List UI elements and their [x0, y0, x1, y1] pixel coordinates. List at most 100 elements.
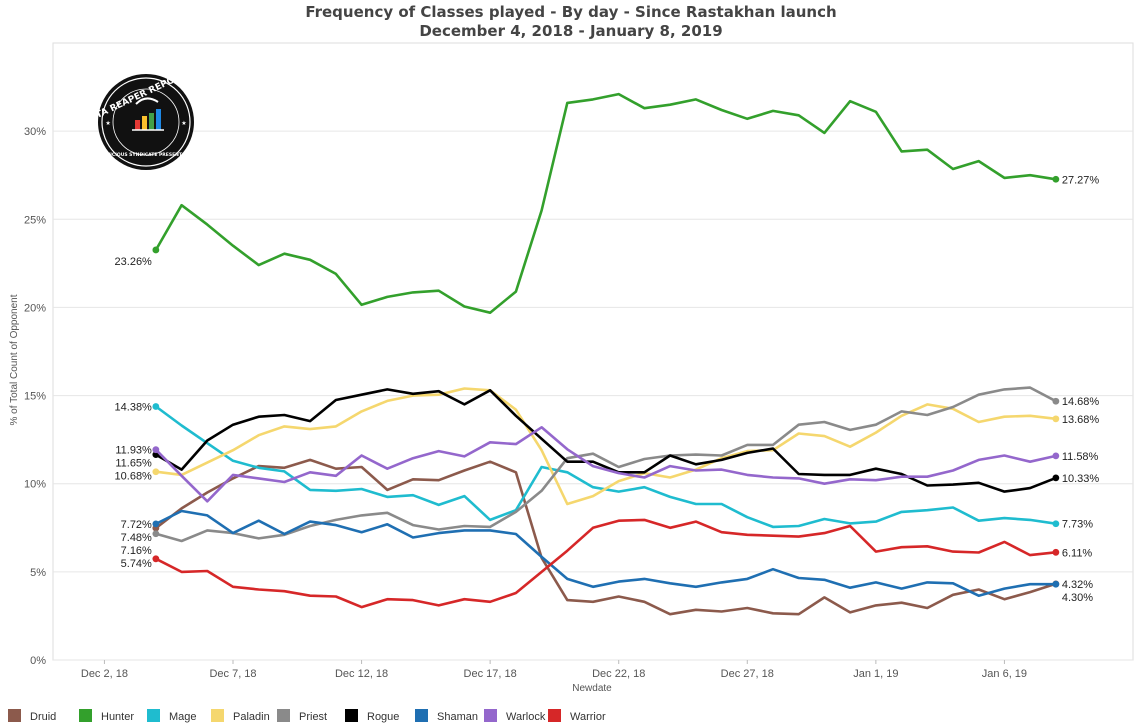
- legend-swatch: [147, 709, 160, 722]
- legend-label: Paladin: [233, 711, 270, 723]
- legend-swatch: [415, 709, 428, 722]
- x-axis-title: Newdate: [572, 683, 612, 694]
- series-line-shaman: [155, 509, 1056, 598]
- legend-label: Priest: [299, 711, 327, 723]
- end-label-mage: 7.73%: [1062, 519, 1093, 531]
- legend-item-shaman: Shaman: [415, 709, 478, 723]
- y-axis-title: % of Total Count of Opponent: [9, 294, 20, 425]
- legend-label: Mage: [169, 711, 197, 723]
- series-line-druid: [155, 458, 1057, 616]
- start-point-warlock: [152, 446, 160, 454]
- series-paladin: [152, 387, 1060, 506]
- legend-swatch: [79, 709, 92, 722]
- legend-item-rogue: Rogue: [345, 709, 399, 723]
- series-warrior: [152, 518, 1060, 609]
- legend-swatch: [211, 709, 224, 722]
- start-label-hunter: 23.26%: [115, 256, 153, 268]
- svg-text:★: ★: [181, 120, 186, 127]
- end-point-priest: [1052, 397, 1060, 405]
- y-tick-label: 25%: [24, 214, 46, 226]
- x-axis: Dec 2, 18 Dec 7, 18 Dec 12, 18 Dec 17, 18 De…: [81, 660, 1027, 680]
- end-point-warlock: [1052, 452, 1060, 460]
- series-line-hunter: [154, 92, 1057, 315]
- start-label-shaman: 7.72%: [121, 519, 152, 531]
- legend-item-priest: Priest: [277, 709, 327, 723]
- series-line-priest: [155, 386, 1057, 543]
- chart-title: Frequency of Classes played - By day - S…: [305, 3, 836, 21]
- x-tick-label: Dec 12, 18: [335, 668, 388, 680]
- legend-item-warrior: Warrior: [548, 709, 606, 723]
- y-tick-label: 0%: [30, 655, 46, 667]
- svg-text:★: ★: [105, 120, 110, 127]
- legend-item-hunter: Hunter: [79, 709, 134, 723]
- start-point-mage: [152, 403, 160, 410]
- legend-item-warlock: Warlock: [484, 709, 546, 723]
- start-label-mage: 14.38%: [115, 402, 153, 414]
- end-point-paladin: [1052, 415, 1060, 423]
- legend-item-mage: Mage: [147, 709, 197, 723]
- legend-label: Rogue: [367, 711, 399, 723]
- series-hunter: [152, 92, 1060, 315]
- legend-label: Shaman: [437, 711, 478, 723]
- legend-swatch: [8, 709, 21, 722]
- y-tick-label: 10%: [24, 479, 46, 491]
- legend-swatch: [345, 709, 358, 722]
- start-label-paladin: 10.68%: [115, 471, 153, 483]
- end-label-shaman: 4.30%: [1062, 592, 1093, 604]
- plot-area: [52, 42, 1134, 661]
- end-label-warlock: 11.58%: [1062, 451, 1099, 463]
- x-tick-label: Dec 27, 18: [721, 668, 774, 680]
- series-line-warrior: [155, 518, 1057, 609]
- x-tick-label: Jan 6, 19: [982, 668, 1027, 680]
- legend: Druid Hunter Mage Paladin Priest Rogue Shaman W…: [8, 709, 606, 723]
- y-axis: 0% 5% 10% 15% 20% 25% 30%: [24, 126, 46, 667]
- start-point-warrior: [152, 555, 160, 563]
- start-label-priest: 7.16%: [121, 545, 152, 557]
- x-tick-label: Jan 1, 19: [853, 668, 898, 680]
- x-tick-label: Dec 17, 18: [464, 668, 517, 680]
- series-line-warlock: [154, 425, 1057, 503]
- end-point-mage: [1052, 520, 1060, 528]
- legend-label: Warrior: [570, 711, 606, 723]
- x-tick-label: Dec 22, 18: [592, 668, 645, 680]
- svg-text:VICIOUS SYNDICATE PRESENTS: VICIOUS SYNDICATE PRESENTS: [107, 152, 185, 158]
- chart-subtitle: December 4, 2018 - January 8, 2019: [419, 22, 722, 40]
- start-label-warlock: 11.93%: [115, 445, 152, 457]
- end-point-warrior: [1052, 548, 1060, 556]
- end-label-rogue: 10.33%: [1062, 473, 1100, 485]
- grid-lines: [53, 130, 1133, 661]
- legend-label: Warlock: [506, 711, 546, 723]
- end-label-priest: 14.68%: [1062, 396, 1100, 408]
- legend-label: Druid: [30, 711, 56, 723]
- start-point-priest: [152, 530, 160, 538]
- end-label-druid: 4.32%: [1062, 579, 1093, 591]
- series-shaman: [152, 509, 1060, 598]
- legend-label: Hunter: [101, 711, 134, 723]
- end-label-hunter: 27.27%: [1062, 174, 1100, 186]
- end-point-rogue: [1052, 474, 1060, 482]
- legend-item-druid: Druid: [8, 709, 56, 723]
- x-tick-label: Dec 2, 18: [81, 668, 128, 680]
- start-point-shaman: [152, 520, 160, 528]
- start-label-warrior: 5.74%: [121, 558, 152, 570]
- y-tick-label: 15%: [24, 391, 46, 403]
- legend-swatch: [548, 709, 561, 722]
- start-point-hunter: [152, 246, 160, 254]
- series-warlock: [152, 425, 1060, 503]
- y-tick-label: 5%: [30, 567, 46, 579]
- legend-swatch: [484, 709, 497, 722]
- start-label-druid: 7.48%: [121, 532, 152, 544]
- legend-swatch: [277, 709, 290, 722]
- series-line-paladin: [155, 387, 1057, 506]
- end-point-shaman: [1052, 580, 1060, 588]
- series-lines: [152, 92, 1060, 616]
- start-label-rogue: 11.65%: [115, 458, 152, 470]
- start-point-paladin: [152, 468, 160, 476]
- data-labels: 23.26% 14.38% 11.93%11.65%10.68% 7.72%7.48%…: [115, 174, 1100, 604]
- end-point-hunter: [1052, 175, 1060, 183]
- y-tick-label: 20%: [24, 302, 46, 314]
- x-tick-label: Dec 7, 18: [209, 668, 256, 680]
- end-label-warrior: 6.11%: [1062, 547, 1093, 559]
- y-tick-label: 30%: [24, 126, 46, 138]
